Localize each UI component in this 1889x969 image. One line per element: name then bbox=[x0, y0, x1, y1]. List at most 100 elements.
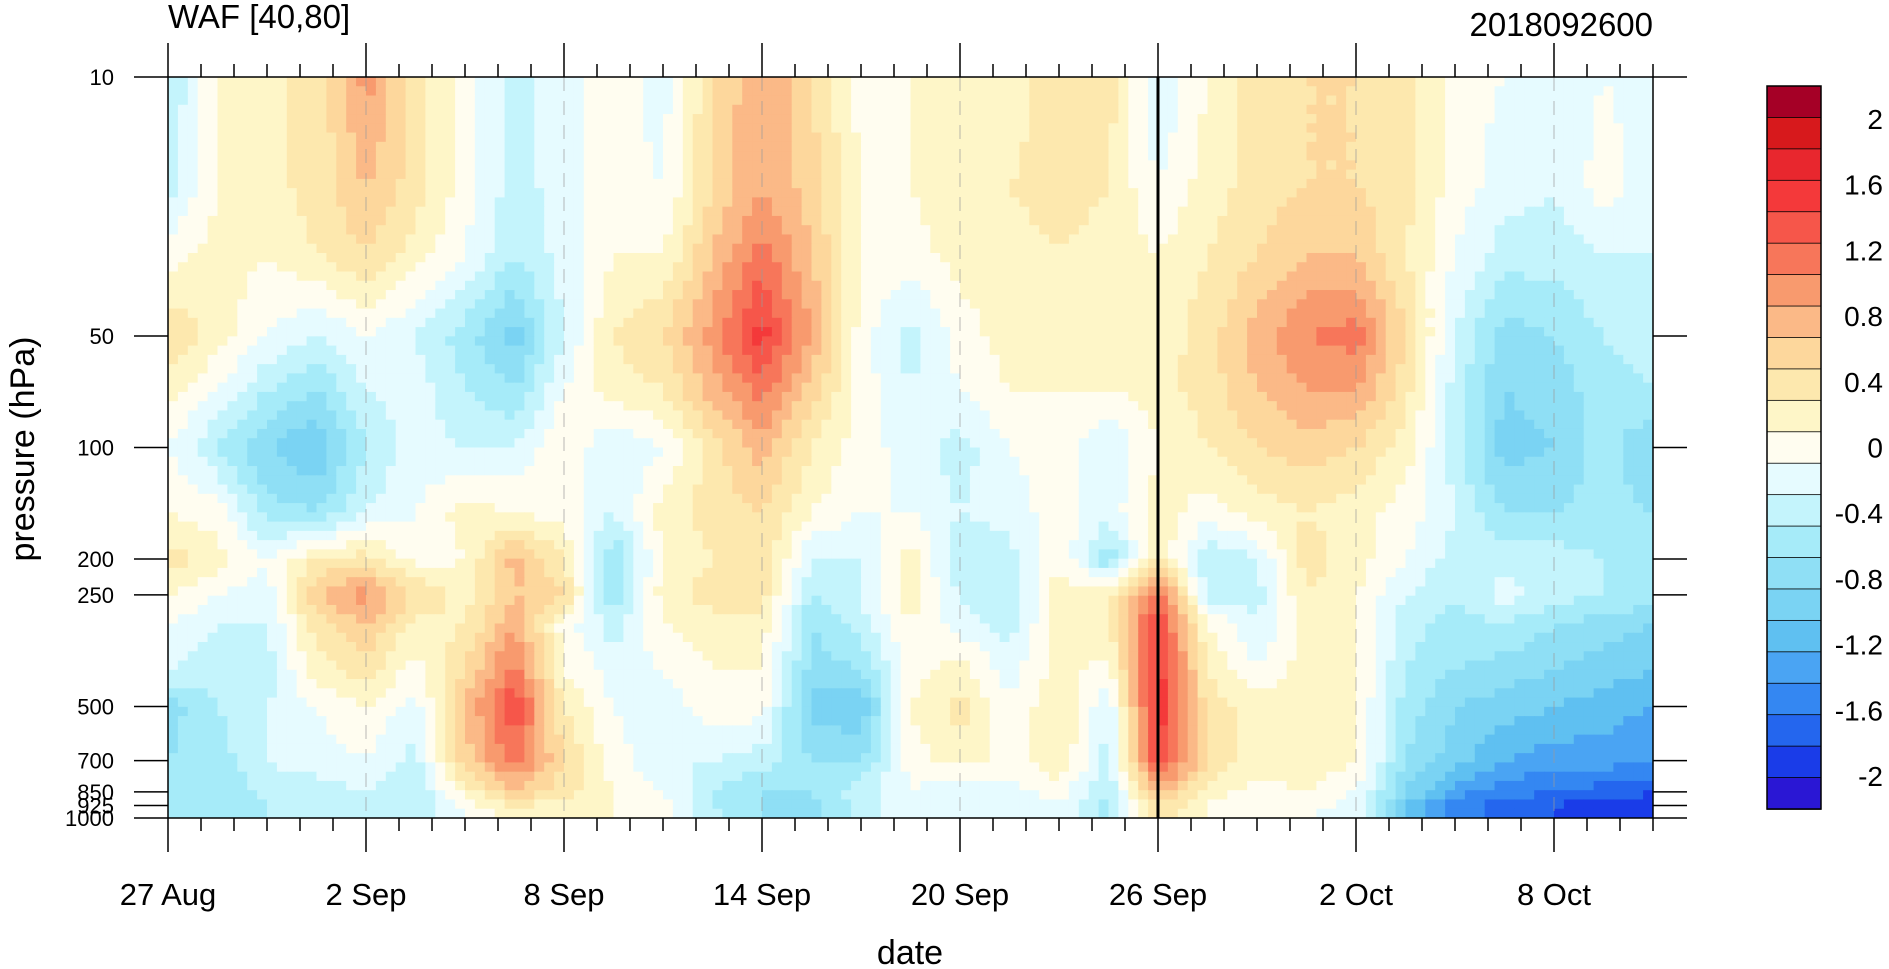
contour-cell bbox=[593, 336, 605, 347]
contour-cell bbox=[653, 77, 664, 87]
contour-cell bbox=[494, 169, 506, 180]
contour-cell bbox=[415, 104, 426, 115]
contour-cell bbox=[603, 234, 615, 245]
contour-cell bbox=[494, 354, 506, 365]
contour-cell bbox=[672, 206, 684, 217]
contour-cell bbox=[267, 197, 278, 208]
contour-cell bbox=[821, 299, 832, 310]
contour-cell bbox=[1009, 206, 1020, 217]
contour-cell bbox=[524, 317, 535, 328]
contour-cell bbox=[633, 132, 644, 143]
contour-cell bbox=[1138, 308, 1149, 319]
contour-cell bbox=[514, 151, 525, 161]
contour-cell bbox=[960, 317, 971, 328]
contour-cell bbox=[1633, 308, 1644, 319]
contour-cell bbox=[861, 234, 872, 245]
contour-cell bbox=[999, 354, 1011, 365]
contour-cell bbox=[861, 77, 872, 87]
contour-cell bbox=[1207, 132, 1218, 143]
contour-cell bbox=[177, 206, 189, 217]
contour-cell bbox=[1623, 197, 1634, 208]
contour-cell bbox=[1286, 364, 1298, 374]
contour-cell bbox=[356, 327, 367, 337]
contour-cell bbox=[455, 290, 466, 300]
contour-cell bbox=[425, 336, 436, 347]
contour-cell bbox=[821, 373, 832, 384]
contour-cell bbox=[445, 77, 456, 87]
contour-cell bbox=[969, 364, 981, 374]
contour-cell bbox=[336, 364, 347, 374]
contour-cell bbox=[1049, 336, 1060, 347]
contour-cell bbox=[1286, 197, 1298, 208]
contour-cell bbox=[257, 104, 268, 115]
contour-cell bbox=[1356, 225, 1367, 236]
contour-cell bbox=[1484, 373, 1496, 384]
contour-cell bbox=[762, 215, 773, 226]
contour-cell bbox=[1583, 77, 1595, 87]
contour-cell bbox=[504, 354, 516, 365]
contour-cell bbox=[950, 95, 961, 106]
contour-cell bbox=[1415, 123, 1426, 134]
contour-cell bbox=[851, 123, 862, 134]
contour-cell bbox=[1148, 317, 1159, 328]
contour-cell bbox=[1177, 86, 1189, 97]
contour-cell bbox=[742, 364, 753, 374]
contour-cell bbox=[920, 364, 931, 374]
contour-cell bbox=[623, 225, 634, 236]
contour-cell bbox=[1266, 178, 1278, 189]
contour-cell bbox=[781, 336, 793, 347]
contour-cell bbox=[1643, 123, 1653, 134]
contour-cell bbox=[940, 317, 951, 328]
contour-cell bbox=[900, 299, 912, 310]
contour-cell bbox=[643, 225, 654, 236]
contour-cell bbox=[1158, 132, 1169, 143]
contour-cell bbox=[415, 271, 426, 282]
contour-cell bbox=[455, 234, 466, 245]
contour-cell bbox=[316, 290, 327, 300]
contour-cell bbox=[1534, 86, 1545, 97]
contour-cell bbox=[1643, 336, 1653, 347]
contour-cell bbox=[356, 364, 367, 374]
contour-cell bbox=[366, 123, 377, 134]
contour-cell bbox=[564, 280, 575, 291]
contour-cell bbox=[1088, 299, 1100, 310]
contour-cell bbox=[920, 373, 931, 384]
contour-cell bbox=[1078, 317, 1090, 328]
contour-cell bbox=[1158, 95, 1169, 106]
contour-cell bbox=[415, 345, 426, 356]
contour-cell bbox=[1177, 104, 1189, 115]
contour-cell bbox=[732, 169, 743, 180]
contour-cell bbox=[474, 271, 486, 282]
contour-cell bbox=[870, 215, 882, 226]
contour-cell bbox=[425, 299, 436, 310]
contour-cell bbox=[573, 336, 585, 347]
contour-cell bbox=[504, 327, 516, 337]
contour-cell bbox=[960, 225, 971, 236]
contour-cell bbox=[306, 169, 318, 180]
contour-cell bbox=[1098, 95, 1110, 106]
contour-cell bbox=[356, 336, 367, 347]
contour-cell bbox=[1563, 252, 1575, 263]
contour-cell bbox=[1544, 178, 1555, 189]
contour-cell bbox=[514, 114, 525, 124]
contour-cell bbox=[1613, 188, 1624, 199]
contour-cell bbox=[316, 160, 327, 171]
contour-cell bbox=[1583, 215, 1595, 226]
contour-cell bbox=[979, 151, 991, 161]
contour-cell bbox=[346, 327, 357, 337]
contour-cell bbox=[1118, 336, 1129, 347]
contour-cell bbox=[1336, 141, 1347, 152]
contour-cell bbox=[1286, 354, 1298, 365]
contour-cell bbox=[1554, 345, 1565, 356]
contour-cell bbox=[1078, 345, 1090, 356]
contour-cell bbox=[484, 188, 496, 199]
contour-cell bbox=[375, 373, 387, 384]
contour-cell bbox=[1227, 132, 1238, 143]
contour-cell bbox=[1544, 299, 1555, 310]
contour-cell bbox=[1504, 95, 1515, 106]
contour-cell bbox=[1425, 77, 1436, 87]
contour-cell bbox=[405, 114, 417, 124]
contour-cell bbox=[1009, 252, 1020, 263]
contour-cell bbox=[1227, 188, 1238, 199]
contour-cell bbox=[910, 141, 921, 152]
